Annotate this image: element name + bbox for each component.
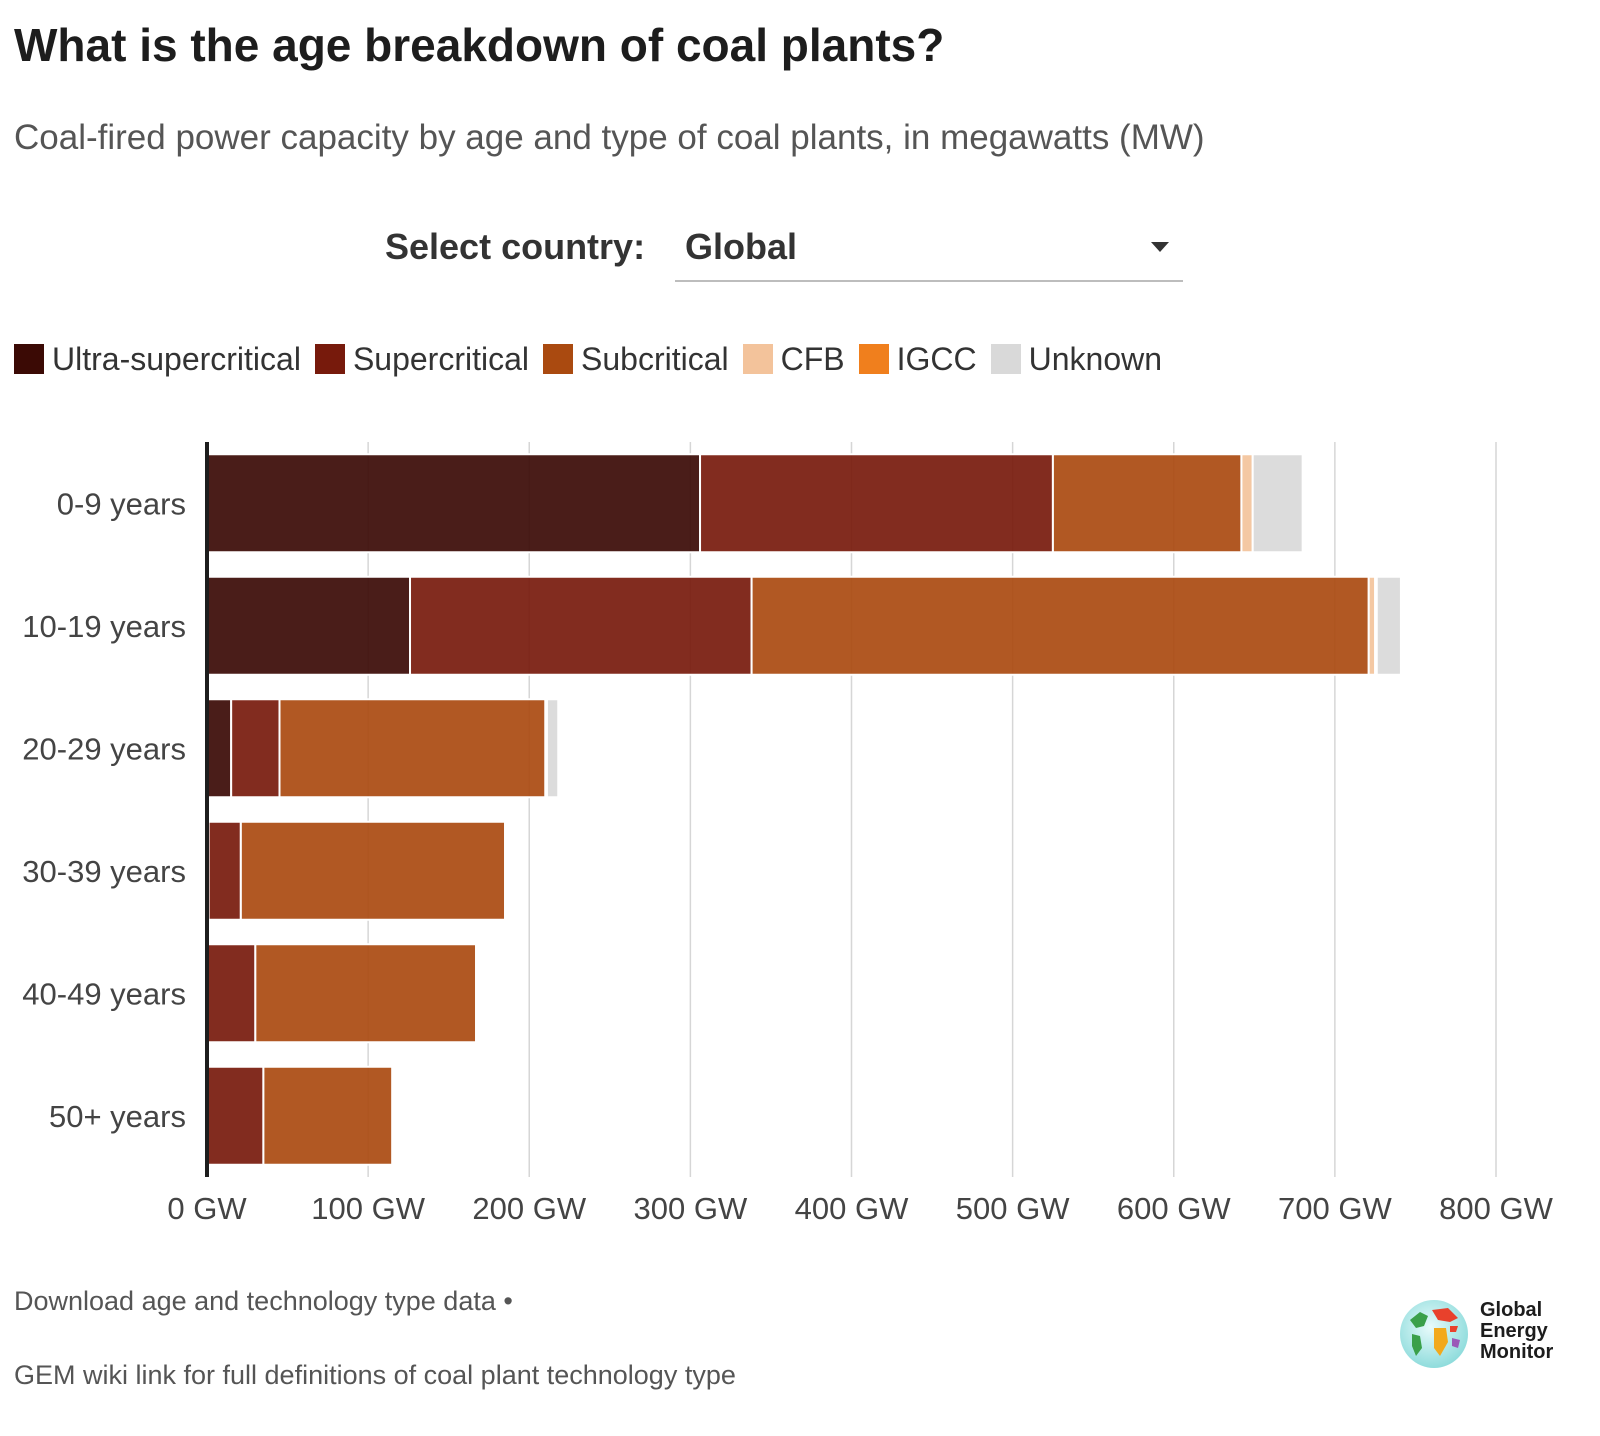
x-tick-label: 300 GW — [634, 1191, 748, 1226]
bar-segment — [1240, 453, 1254, 554]
download-data-link[interactable]: Download age and technology type data — [14, 1286, 496, 1316]
footer-wiki-line: GEM wiki link for full definitions of co… — [14, 1360, 736, 1391]
legend-swatch — [14, 344, 44, 374]
bar-segment — [476, 943, 481, 1044]
legend-label: Supercritical — [352, 340, 529, 377]
x-tick-label: 400 GW — [795, 1191, 909, 1226]
bar-segment — [545, 698, 560, 799]
bar-segment — [409, 575, 753, 676]
bar-segment — [505, 820, 510, 921]
y-category-label: 20-29 years — [22, 731, 186, 766]
legend-swatch — [543, 344, 573, 374]
bar-segment — [750, 575, 1370, 676]
wiki-definitions-link[interactable]: GEM wiki link for full definitions of co… — [14, 1360, 736, 1390]
x-tick-label: 500 GW — [956, 1191, 1070, 1226]
bar-segment — [262, 1065, 394, 1166]
legend-swatch — [742, 344, 773, 374]
legend-item-subcritical[interactable]: Subcritical — [543, 341, 729, 378]
bar-segment — [207, 820, 242, 921]
logo-line: Energy — [1480, 1320, 1548, 1342]
chevron-down-icon — [1151, 242, 1169, 252]
country-dropdown[interactable]: Global — [675, 222, 1183, 282]
bar-segment — [206, 575, 412, 676]
x-tick-label: 200 GW — [472, 1191, 586, 1226]
bar-segment — [206, 698, 233, 799]
footer-download-line: Download age and technology type data • — [14, 1286, 513, 1317]
bar-segment — [239, 820, 507, 921]
chart-title: What is the age breakdown of coal plants… — [14, 19, 945, 71]
legend-label: Ultra-supercritical — [52, 340, 301, 377]
bar-segment — [1251, 453, 1304, 554]
bar-segment — [278, 698, 547, 799]
logo-line: Monitor — [1480, 1341, 1554, 1363]
country-selector: Select country: Global — [385, 222, 1185, 284]
gem-logo-text: Global Energy Monitor — [1480, 1300, 1553, 1363]
bar-segment — [1051, 453, 1243, 554]
legend-label: Unknown — [1028, 340, 1163, 377]
legend-item-igcc[interactable]: IGCC — [858, 340, 977, 378]
x-tick-label: 700 GW — [1278, 1191, 1392, 1226]
y-category-label: 30-39 years — [22, 854, 186, 889]
legend-label: CFB — [780, 340, 845, 377]
bar-segment — [230, 698, 281, 799]
globe-icon — [1400, 1300, 1468, 1368]
bar-segment — [254, 943, 478, 1044]
x-tick-label: 0 GW — [167, 1191, 247, 1226]
y-category-label: 0-9 years — [57, 486, 186, 521]
legend-label: IGCC — [896, 340, 977, 377]
footer-separator: • — [503, 1286, 513, 1316]
legend-swatch — [314, 344, 345, 374]
chart-subtitle: Coal-fired power capacity by age and typ… — [14, 118, 1205, 157]
stacked-bar-chart: 0 GW 100 GW 200 GW 300 GW 400 GW 500 GW 600 GW… — [22, 442, 1554, 1226]
bar-segment — [206, 1065, 265, 1166]
logo-line: Global — [1480, 1299, 1543, 1321]
y-category-label: 40-49 years — [22, 976, 186, 1011]
legend-label: Subcritical — [581, 340, 729, 377]
legend-swatch — [858, 344, 889, 374]
x-tick-label: 100 GW — [311, 1191, 425, 1226]
bar-segment — [699, 453, 1054, 554]
legend-item-unknown[interactable]: Unknown — [990, 340, 1163, 378]
x-tick-label: 600 GW — [1117, 1191, 1231, 1226]
country-selector-label: Select country: — [385, 226, 646, 267]
legend-item-cfb[interactable]: CFB — [742, 340, 845, 378]
chart-legend: Ultra-supercritical Supercritical Subcriti… — [14, 338, 1176, 380]
legend-swatch — [990, 344, 1021, 374]
y-category-label: 50+ years — [49, 1099, 186, 1134]
legend-item-supercritical[interactable]: Supercritical — [314, 340, 529, 378]
bar-segment — [206, 453, 702, 554]
y-category-label: 10-19 years — [22, 609, 186, 644]
bar-segment — [392, 1065, 397, 1166]
bar-segment — [206, 943, 257, 1044]
country-dropdown-value: Global — [685, 226, 798, 267]
x-tick-label: 800 GW — [1439, 1191, 1553, 1226]
legend-item-ultra-supercritical[interactable]: Ultra-supercritical — [14, 341, 301, 378]
bar-segment — [1375, 575, 1402, 676]
gem-logo: Global Energy Monitor — [1398, 1298, 1568, 1376]
